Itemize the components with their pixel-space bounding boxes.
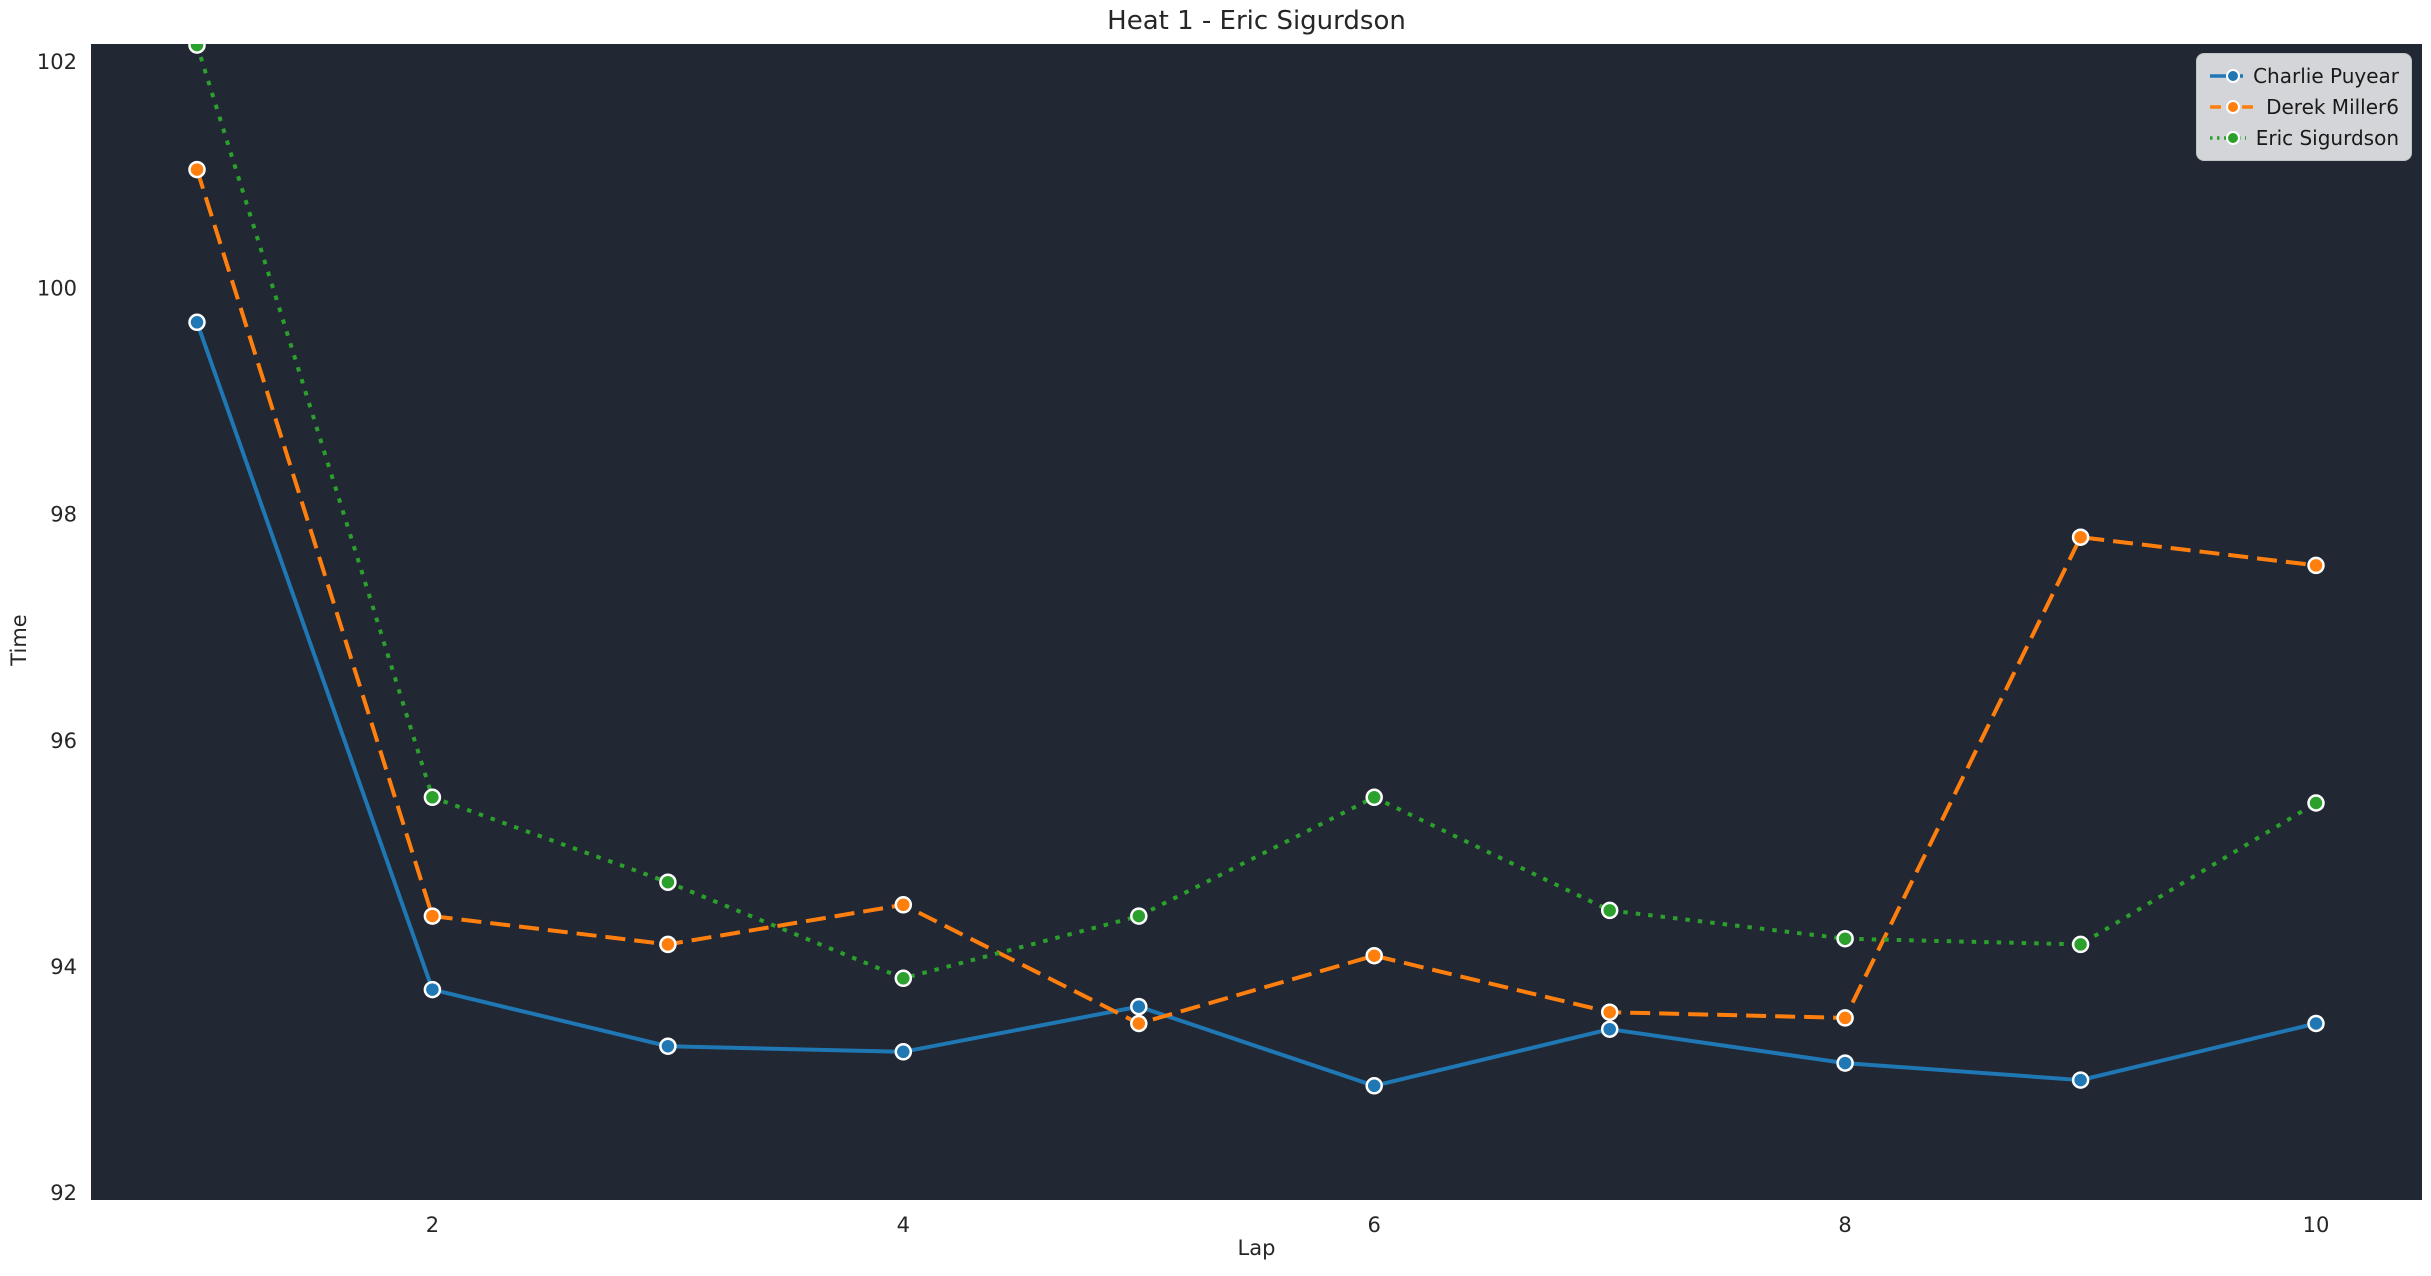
data-point-marker	[188, 313, 206, 332]
data-point-marker	[1600, 1003, 1619, 1021]
data-point-marker	[659, 873, 677, 891]
y-tick-label: 100	[37, 276, 77, 300]
data-point-marker	[1130, 997, 1148, 1016]
y-tick-label: 102	[37, 50, 77, 74]
legend-label: Charlie Puyear	[2253, 64, 2399, 88]
legend-label: Eric Sigurdson	[2255, 126, 2399, 150]
data-point-marker	[1836, 1009, 1854, 1027]
data-point-marker	[423, 980, 442, 999]
data-point-marker	[2307, 794, 2325, 812]
data-point-marker	[1600, 901, 1619, 920]
y-tick-label: 98	[50, 503, 77, 527]
y-tick-label: 92	[50, 1181, 77, 1205]
legend-line-marker-glyph	[2210, 131, 2246, 145]
data-point-marker	[1365, 946, 1383, 965]
series-line	[195, 321, 2317, 1088]
legend-line-marker-glyph	[2210, 69, 2244, 83]
data-point-marker	[894, 896, 913, 914]
legend-label: Derek Miller6	[2266, 95, 2399, 119]
legend-line-marker-glyph	[2210, 100, 2256, 114]
legend-item: Derek Miller6	[2209, 94, 2399, 120]
y-axis-label: Time	[7, 614, 31, 666]
data-point-marker	[423, 788, 442, 807]
data-point-marker	[1130, 1014, 1148, 1033]
series-line	[195, 44, 2318, 981]
legend-item: Eric Sigurdson	[2209, 125, 2399, 151]
x-tick-label: 4	[897, 1213, 910, 1237]
data-point-marker	[659, 935, 677, 954]
data-point-marker	[894, 969, 913, 988]
data-point-marker	[188, 160, 206, 179]
data-point-marker	[2071, 1071, 2090, 1089]
y-tick-label: 96	[50, 729, 77, 753]
series-line	[195, 168, 2317, 1026]
x-axis-label: Lap	[1237, 1236, 1276, 1260]
data-point-marker	[2307, 1014, 2325, 1033]
legend-item: Charlie Puyear	[2209, 63, 2399, 89]
data-point-marker	[1836, 929, 1854, 948]
data-point-marker	[1836, 1054, 1854, 1072]
data-point-marker	[423, 907, 442, 925]
x-tick-label: 6	[1368, 1213, 1381, 1237]
legend: Charlie Puyear Derek Miller6 Eric Sigurdso…	[2196, 53, 2412, 161]
x-tick-label: 10	[2303, 1213, 2330, 1237]
data-point-marker	[1365, 1077, 1383, 1095]
data-point-marker	[188, 44, 206, 54]
chart-title: Heat 1 - Eric Sigurdson	[1107, 6, 1406, 36]
data-point-marker	[2307, 556, 2325, 575]
x-tick-label: 8	[1838, 1213, 1851, 1237]
x-tick-label: 2	[426, 1213, 439, 1237]
data-point-marker	[1600, 1020, 1619, 1038]
series-derek-miller6	[188, 160, 2325, 1033]
data-point-marker	[894, 1043, 913, 1061]
series-charlie-puyear	[188, 313, 2325, 1095]
data-point-marker	[1365, 788, 1383, 807]
data-point-marker	[2071, 528, 2090, 546]
data-point-marker	[1130, 907, 1148, 925]
y-tick-label: 94	[50, 955, 77, 979]
data-point-marker	[659, 1037, 677, 1055]
plot-panel-background	[91, 44, 2422, 1200]
series-eric-sigurdson	[188, 44, 2325, 988]
data-point-marker	[2071, 935, 2090, 954]
